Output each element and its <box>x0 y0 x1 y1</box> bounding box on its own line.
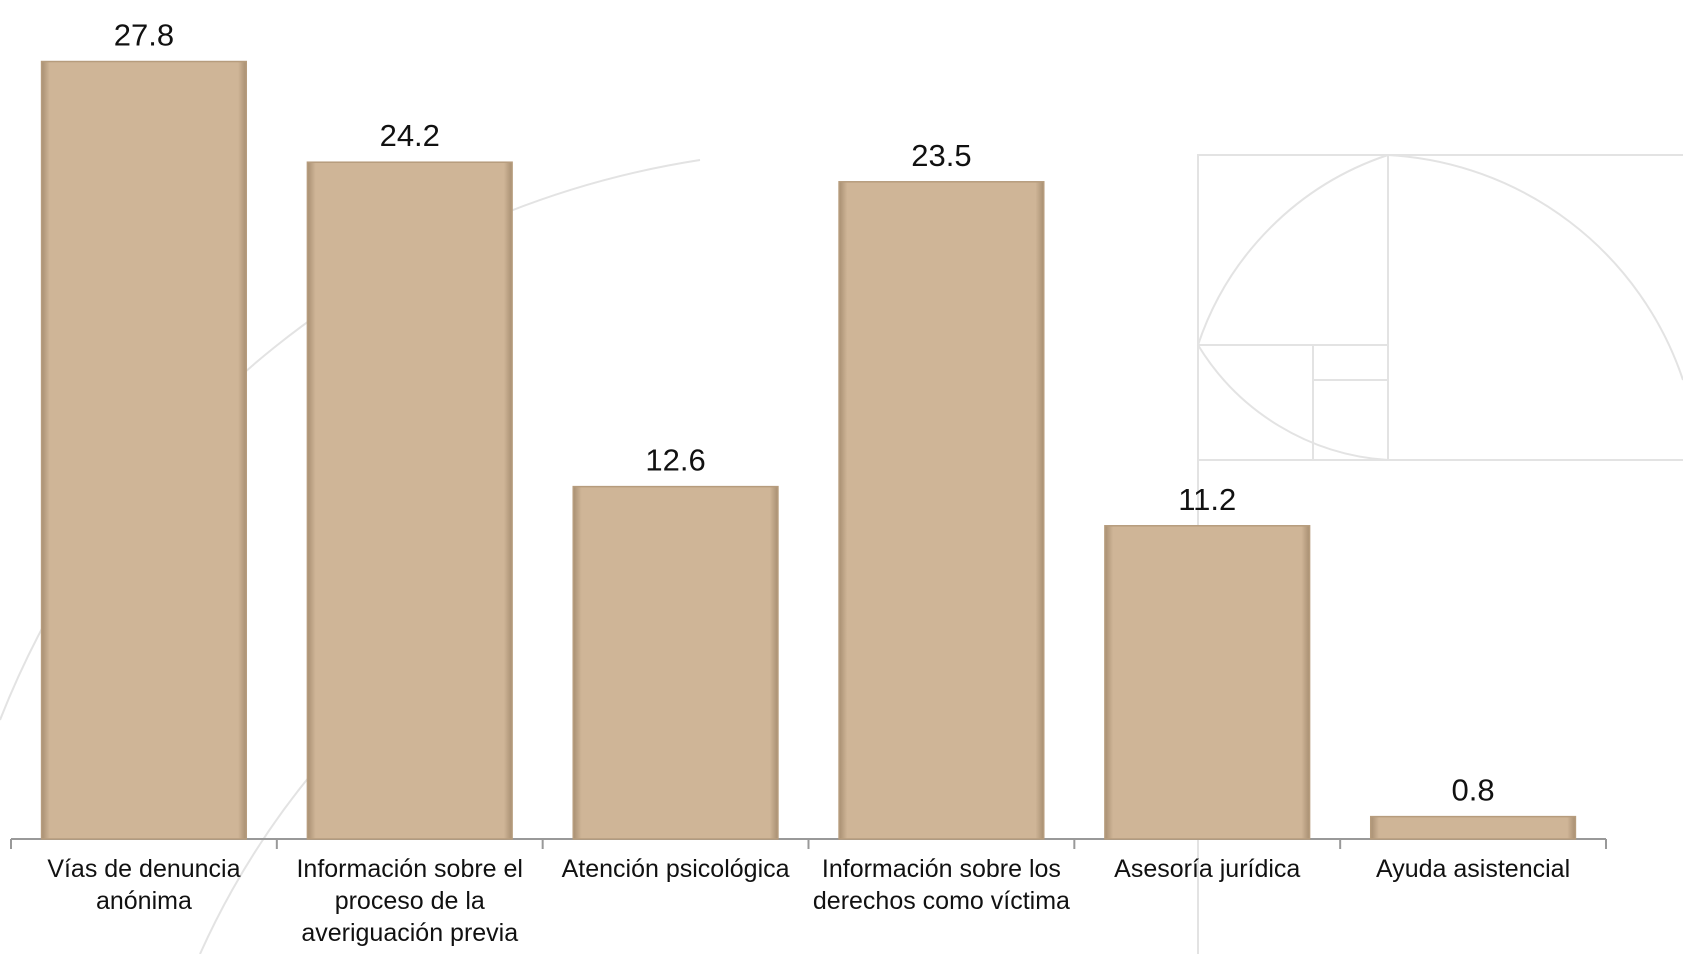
x-tick-label: Asesoría jurídica <box>1114 855 1301 883</box>
bar <box>572 485 779 840</box>
value-label: 12.6 <box>645 443 705 478</box>
bar <box>838 181 1045 840</box>
x-tick-label: Ayuda asistencial <box>1376 855 1571 883</box>
x-tick-label: Vías de denuncia anónima <box>47 855 241 915</box>
value-label: 11.2 <box>1178 482 1236 517</box>
value-label: 27.8 <box>114 18 174 53</box>
value-label: 24.2 <box>380 118 440 153</box>
bar <box>1369 815 1577 840</box>
bar <box>1104 525 1311 840</box>
value-label: 0.8 <box>1452 773 1495 808</box>
bar <box>40 60 248 840</box>
x-tick-label: Información sobre los derechos como víct… <box>812 855 1070 915</box>
x-tick-label: Atención psicológica <box>561 855 790 883</box>
bar <box>306 161 513 840</box>
x-tick-label: Información sobre el proceso de la averi… <box>296 855 523 947</box>
value-label: 23.5 <box>911 138 971 173</box>
